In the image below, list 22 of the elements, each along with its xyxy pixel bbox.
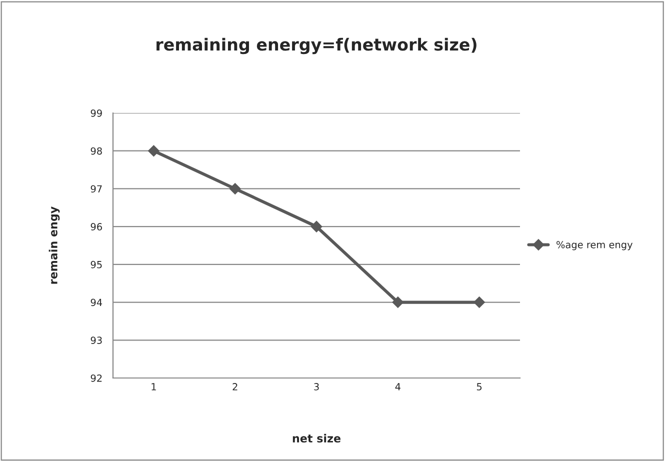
x-tick-label: 2 [232, 383, 238, 390]
x-axis-title: net size [292, 434, 340, 443]
y-tick-label: 94 [90, 298, 102, 306]
point [229, 183, 241, 194]
point [310, 220, 322, 232]
y-tick-label: 92 [90, 374, 102, 382]
y-tick-label: 99 [90, 109, 102, 117]
x-tick-label: 5 [476, 383, 482, 390]
y-tick-label: 95 [90, 260, 102, 268]
point [392, 296, 404, 308]
y-tick-label: 98 [90, 147, 102, 155]
x-tick-label: 3 [314, 383, 319, 390]
y-tick-label: 97 [90, 185, 102, 193]
legend-label: %age rem engy [556, 240, 633, 250]
point [148, 145, 160, 156]
y-tick-label: 93 [90, 336, 102, 344]
y-axis-title: remain engy [48, 206, 60, 284]
x-tick-label: 4 [395, 383, 400, 390]
x-tick-label: 1 [152, 383, 156, 390]
y-tick-label: 96 [90, 223, 102, 230]
chart-title: remaining energy=f(network size) [156, 38, 476, 54]
point [474, 296, 485, 308]
